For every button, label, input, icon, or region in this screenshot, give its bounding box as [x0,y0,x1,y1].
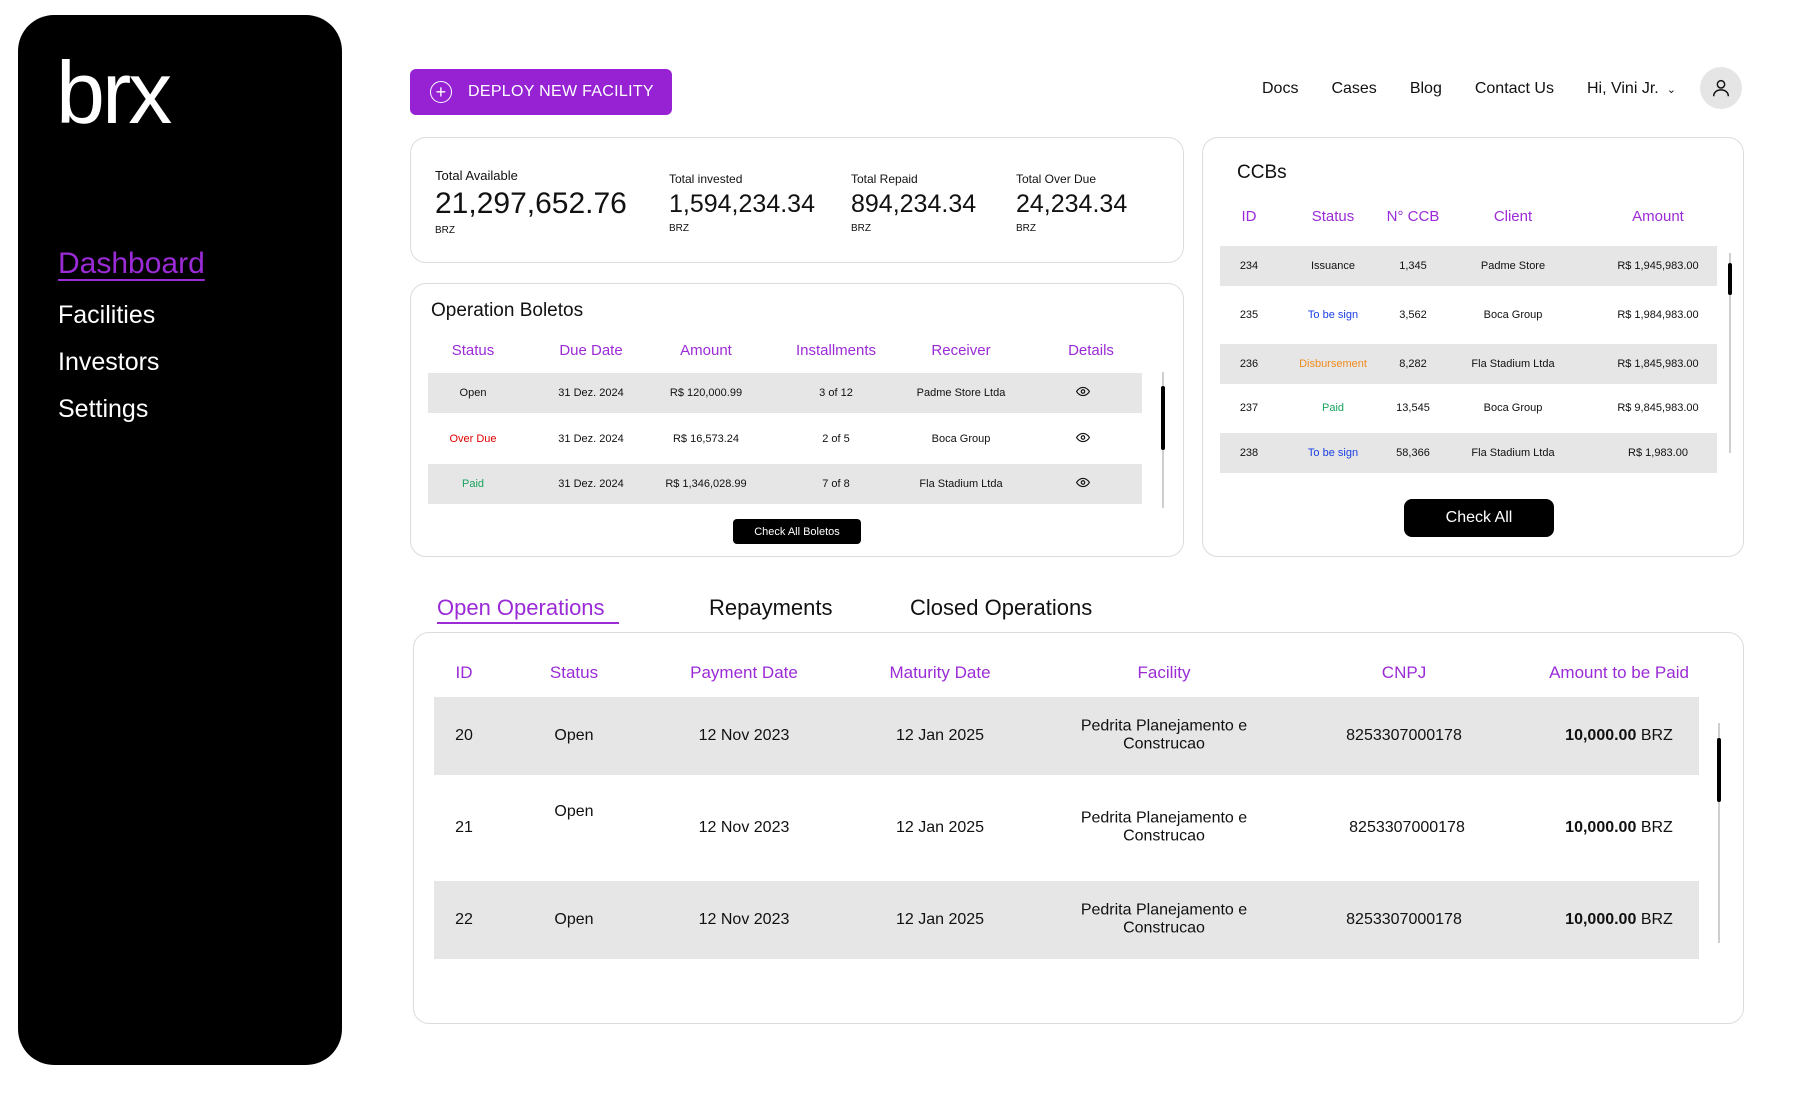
table-row[interactable]: Over Due 31 Dez. 2024 R$ 16,573.24 2 of … [428,419,1142,459]
check-all-boletos-button[interactable]: Check All Boletos [733,519,861,544]
plus-circle-icon: + [430,81,452,103]
ccbs-header-client: Client [1493,208,1533,225]
boletos-header-amount: Amount [680,342,732,359]
ops-header-amount-to-be-paid: Amount to be Paid [1549,663,1689,682]
table-row[interactable]: 20 Open 12 Nov 2023 12 Jan 2025 Pedrita … [434,697,1699,775]
table-row[interactable]: 21 Open 12 Nov 2023 12 Jan 2025 Pedrita … [455,803,1673,845]
eye-icon[interactable] [1068,386,1098,400]
ccbs-title: CCBs [1237,162,1287,183]
nav-link-cases[interactable]: Cases [1331,80,1377,97]
sidebar-item-investors[interactable]: Investors [58,348,160,376]
user-greeting: Hi, Vini Jr. [1586,80,1659,97]
eye-icon[interactable] [1068,477,1098,491]
sidebar-item-dashboard[interactable]: Dashboard [58,247,205,280]
tab-repayments[interactable]: Repayments [709,595,833,620]
ccbs-header-amount: Amount [1632,208,1684,225]
brx-logo[interactable]: brx [56,43,172,142]
check-all-ccbs-button[interactable]: Check All [1404,499,1554,537]
table-row[interactable]: 237 Paid 13,545 Boca Group R$ 9,845,983.… [1239,402,1699,414]
ccbs-header-ccb: N° CCB [1386,208,1440,225]
total-available: Total Available 21,297,652.76 BRZ [435,168,627,236]
total-over-due: Total Over Due 24,234.34 BRZ [1016,172,1128,234]
chevron-down-icon: ⌄ [1666,83,1676,96]
operation-boletos-card: Operation Boletos Status Due Date Amount… [410,283,1184,557]
totals-card: Total Available 21,297,652.76 BRZ Total … [410,137,1184,263]
boletos-header-status: Status [451,342,495,359]
sidebar: brx Dashboard Facilities Investors Setti… [18,15,342,1065]
table-row[interactable]: 238 To be sign 58,366 Fla Stadium Ltda R… [1220,433,1717,473]
nav-link-docs[interactable]: Docs [1262,80,1299,97]
boletos-header-details: Details [1068,342,1114,359]
nav-link-blog[interactable]: Blog [1409,80,1442,97]
eye-icon[interactable] [1068,432,1098,446]
boletos-header-installments: Installments [795,342,877,359]
boletos-header-receiver: Receiver [931,342,991,359]
tab-open-operations[interactable]: Open Operations [437,595,605,620]
table-row[interactable]: 236 Disbursement 8,282 Fla Stadium Ltda … [1220,344,1717,384]
deploy-new-facility-button[interactable]: + DEPLOY NEW FACILITY [410,69,672,115]
boletos-header-due-date: Due Date [559,342,623,359]
total-invested: Total invested 1,594,234.34 BRZ [669,172,815,234]
sidebar-nav: Dashboard Facilities Investors Settings [58,247,205,442]
ccbs-card: CCBs ID Status N° CCB Client Amount 234 … [1202,137,1744,557]
ops-header-status: Status [549,663,599,682]
ops-header-payment-date: Payment Date [690,663,798,682]
sidebar-item-facilities[interactable]: Facilities [58,301,156,329]
user-menu[interactable]: Hi, Vini Jr. ⌄ [1587,80,1676,98]
total-repaid: Total Repaid 894,234.34 BRZ [851,172,977,234]
operations-scrollbar[interactable] [1718,723,1720,943]
table-row[interactable]: Paid 31 Dez. 2024 R$ 1,346,028.99 7 of 8… [428,464,1142,504]
ops-header-facility: Facility [1137,663,1191,682]
sidebar-item-settings[interactable]: Settings [58,395,149,423]
top-nav: Docs Cases Blog Contact Us Hi, Vini Jr. … [1262,80,1676,98]
table-row[interactable]: 22 Open 12 Nov 2023 12 Jan 2025 Pedrita … [434,881,1699,959]
table-row[interactable]: 235 To be sign 3,562 Boca Group R$ 1,984… [1239,309,1699,321]
boletos-title: Operation Boletos [431,300,584,321]
tab-closed-operations[interactable]: Closed Operations [910,595,1093,620]
ops-header-id: ID [455,663,473,682]
boletos-scrollbar-thumb[interactable] [1161,386,1165,450]
ops-header-cnpj: CNPJ [1381,663,1427,682]
operations-card: ID Status Payment Date Maturity Date Fac… [413,632,1744,1024]
deploy-button-label: DEPLOY NEW FACILITY [468,83,654,100]
ccbs-header-status: Status [1311,208,1355,225]
active-tab-underline [437,622,619,624]
table-row[interactable]: Open 31 Dez. 2024 R$ 120,000.99 3 of 12 … [428,373,1142,413]
ccbs-scrollbar-thumb[interactable] [1728,263,1732,295]
ops-header-maturity-date: Maturity Date [889,663,991,682]
nav-link-contact-us[interactable]: Contact Us [1474,80,1554,97]
user-icon [1712,79,1730,97]
table-row[interactable]: 234 Issuance 1,345 Padme Store R$ 1,945,… [1220,246,1717,286]
ccbs-scrollbar[interactable] [1729,253,1731,453]
ccbs-header-id: ID [1241,208,1257,225]
avatar[interactable] [1700,67,1742,109]
operations-scrollbar-thumb[interactable] [1717,738,1721,802]
